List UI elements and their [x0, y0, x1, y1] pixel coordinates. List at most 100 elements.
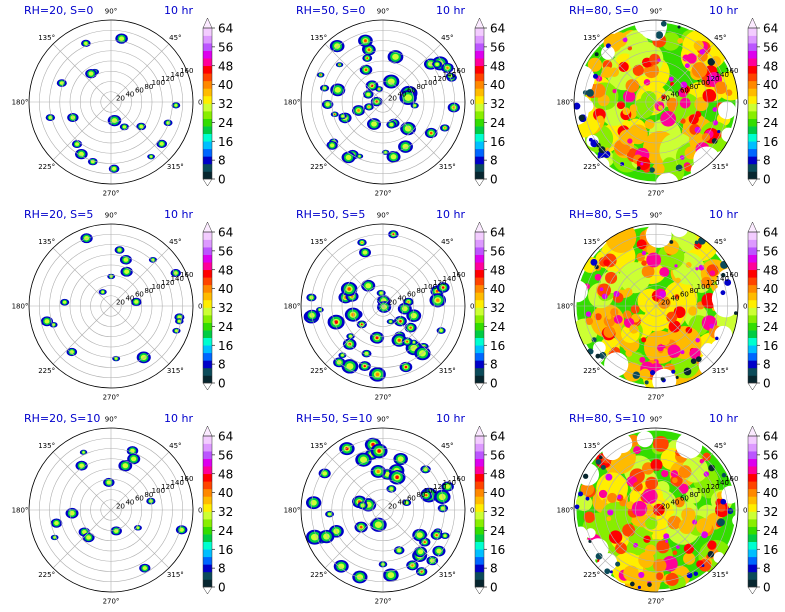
heatmap-cell [680, 81, 688, 89]
heatmap-cell [721, 472, 727, 478]
heatmap-cell [52, 323, 55, 327]
heatmap-cell [630, 304, 640, 314]
colorbar-segment [748, 50, 757, 59]
heatmap-cell [701, 531, 708, 539]
heatmap-cell [338, 563, 345, 570]
heatmap-cell [671, 369, 676, 374]
angular-gridline [52, 101, 112, 161]
colorbar-segment [475, 571, 484, 580]
colorbar-segment [748, 277, 757, 286]
heatmap-cell [590, 258, 598, 266]
heatmap-cell [694, 111, 702, 118]
heatmap-cell [69, 510, 75, 516]
heatmap-cell [636, 156, 651, 171]
angular-gridline [655, 247, 715, 307]
angle-tick-label: 180° [12, 507, 29, 515]
angle-tick-label: 315° [167, 163, 184, 171]
angle-tick-label: 90° [650, 8, 662, 16]
heatmap-cell [362, 250, 368, 255]
heatmap-cell [675, 277, 681, 284]
angle-tick-label: 90° [105, 212, 117, 220]
polar-frame [28, 223, 194, 389]
heatmap-cell [349, 334, 353, 338]
heatmap-cell [668, 320, 681, 333]
colorbar-extend-min [747, 586, 758, 595]
angular-gridline [655, 43, 715, 103]
polar-panel: 0°45°90°135°180°225°270°315°20 40 60 801001… [284, 208, 506, 402]
colorbar-segment [203, 254, 212, 263]
heatmap-cell [325, 102, 330, 107]
angle-tick-label: 45° [714, 442, 726, 450]
colorbar-segment [475, 466, 484, 475]
colorbar-tick-label: 64 [218, 22, 233, 36]
colorbar-tick-label: 0 [218, 377, 226, 391]
angle-tick-label: 0° [198, 507, 206, 515]
heatmap-cell [605, 271, 618, 284]
heatmap-cell [638, 571, 645, 578]
angular-gridline [110, 101, 170, 161]
colorbar-segment [203, 126, 212, 134]
angular-gridline [110, 509, 170, 569]
colorbar-tick-label: 56 [490, 244, 505, 258]
colorbar-segment [203, 315, 212, 323]
colorbar-segment [748, 163, 757, 172]
radial-tick-label: 140 [443, 479, 456, 487]
heatmap-cell [669, 240, 674, 244]
heatmap-cell [606, 315, 612, 320]
heatmap-cell [641, 260, 647, 266]
colorbar-segment [475, 526, 484, 535]
colorbar-segment [203, 171, 212, 180]
heatmap-cell [641, 251, 646, 256]
heatmap-cell [360, 323, 363, 326]
angle-tick-label: 225° [583, 367, 600, 375]
colorbar-segment [748, 571, 757, 580]
panel-title: RH=80, S=5 [569, 208, 638, 221]
heatmap-cell [117, 248, 122, 252]
angle-tick-label: 135° [38, 34, 55, 42]
colorbar-segment [203, 345, 212, 354]
colorbar-tick-label: 32 [218, 505, 233, 519]
heatmap-cell [585, 317, 594, 326]
colorbar-tick-label: 24 [763, 524, 778, 538]
angle-tick-label: 180° [12, 303, 29, 311]
heatmap-cell [613, 315, 623, 324]
heatmap-cell [423, 540, 426, 544]
heatmap-cell [680, 118, 686, 124]
heatmap-cell [696, 518, 712, 535]
heatmap-cell [84, 41, 88, 46]
radial-tick-label: 60 [135, 291, 144, 299]
heatmap-cell [406, 340, 409, 343]
heatmap-cell [397, 456, 404, 462]
heatmap-cell [363, 39, 367, 43]
colorbar-segment [748, 299, 757, 308]
colorbar-segment [748, 95, 757, 104]
angular-gridline [382, 509, 442, 569]
colorbar-segment [203, 43, 212, 51]
angular-gridline [110, 43, 170, 103]
colorbar-segment [748, 436, 757, 444]
colorbar: 0 8 16 24 32 40 48 56 64 [202, 17, 233, 187]
heatmap-cell [319, 74, 322, 76]
angular-gridline [597, 509, 657, 569]
heatmap-cell [114, 357, 118, 360]
heatmap-cell [416, 532, 423, 538]
polar-panel: 0°45°90°135°180°225°270°315°20 40 60 801001… [284, 412, 506, 606]
angular-gridline [110, 247, 170, 307]
heatmap-cell [695, 356, 702, 362]
colorbar-segment [475, 322, 484, 331]
heatmap-cell [661, 469, 669, 478]
heatmap-cell [734, 311, 738, 315]
angle-tick-label: 180° [557, 507, 574, 515]
heatmap-cell [695, 337, 700, 343]
heatmap-cell [595, 552, 603, 560]
angle-tick-label: 45° [441, 238, 453, 246]
heatmap-cell [177, 315, 182, 319]
heatmap-cell [411, 564, 414, 567]
colorbar-segment [748, 352, 757, 361]
heatmap-cell [597, 283, 612, 298]
time-label: 10 hr [709, 208, 738, 221]
heatmap-cell [443, 534, 447, 538]
heatmap-cell [707, 551, 715, 558]
heatmap-cell [622, 37, 628, 43]
colorbar-tick-label: 8 [763, 154, 771, 168]
